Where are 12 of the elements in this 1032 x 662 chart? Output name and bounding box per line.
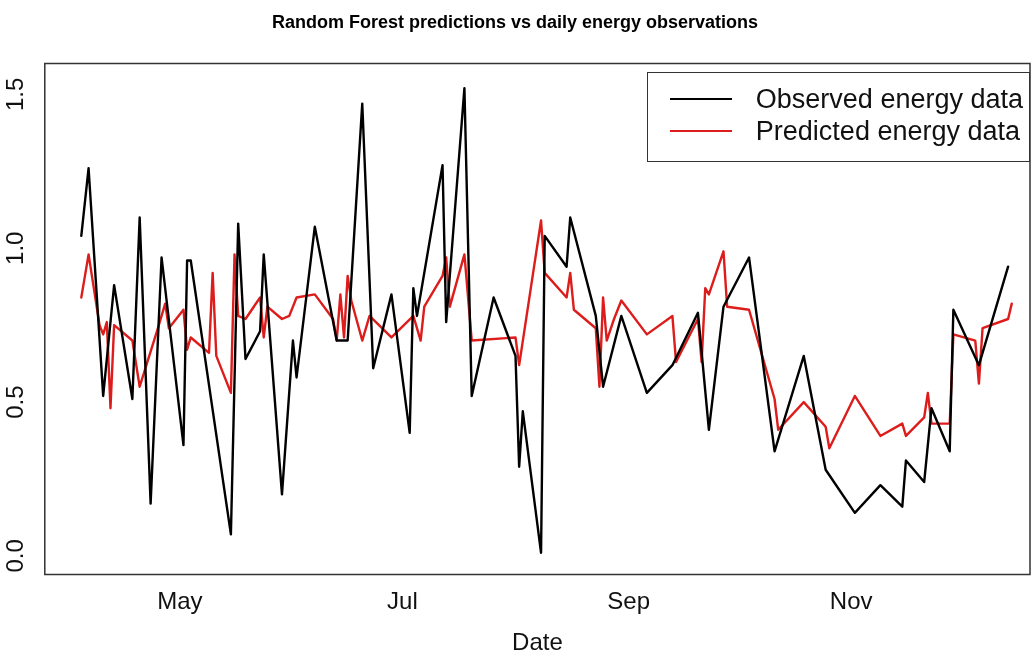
x-tick-label: Jul	[387, 587, 418, 615]
x-axis-title: Date	[512, 628, 563, 656]
x-tick-label: Nov	[829, 587, 873, 615]
y-tick-label: 0.0	[0, 539, 28, 573]
x-tick-label: Sep	[607, 587, 650, 615]
legend-label: Observed energy data	[755, 83, 1023, 115]
x-tick-label: May	[157, 587, 203, 615]
legend-label: Predicted energy data	[755, 115, 1021, 147]
y-tick-label: 1.0	[0, 231, 28, 265]
chart-title: Random Forest predictions vs daily energy observations	[271, 11, 759, 32]
y-tick-label: 1.5	[0, 77, 28, 112]
y-tick-label: 0.5	[0, 385, 28, 419]
